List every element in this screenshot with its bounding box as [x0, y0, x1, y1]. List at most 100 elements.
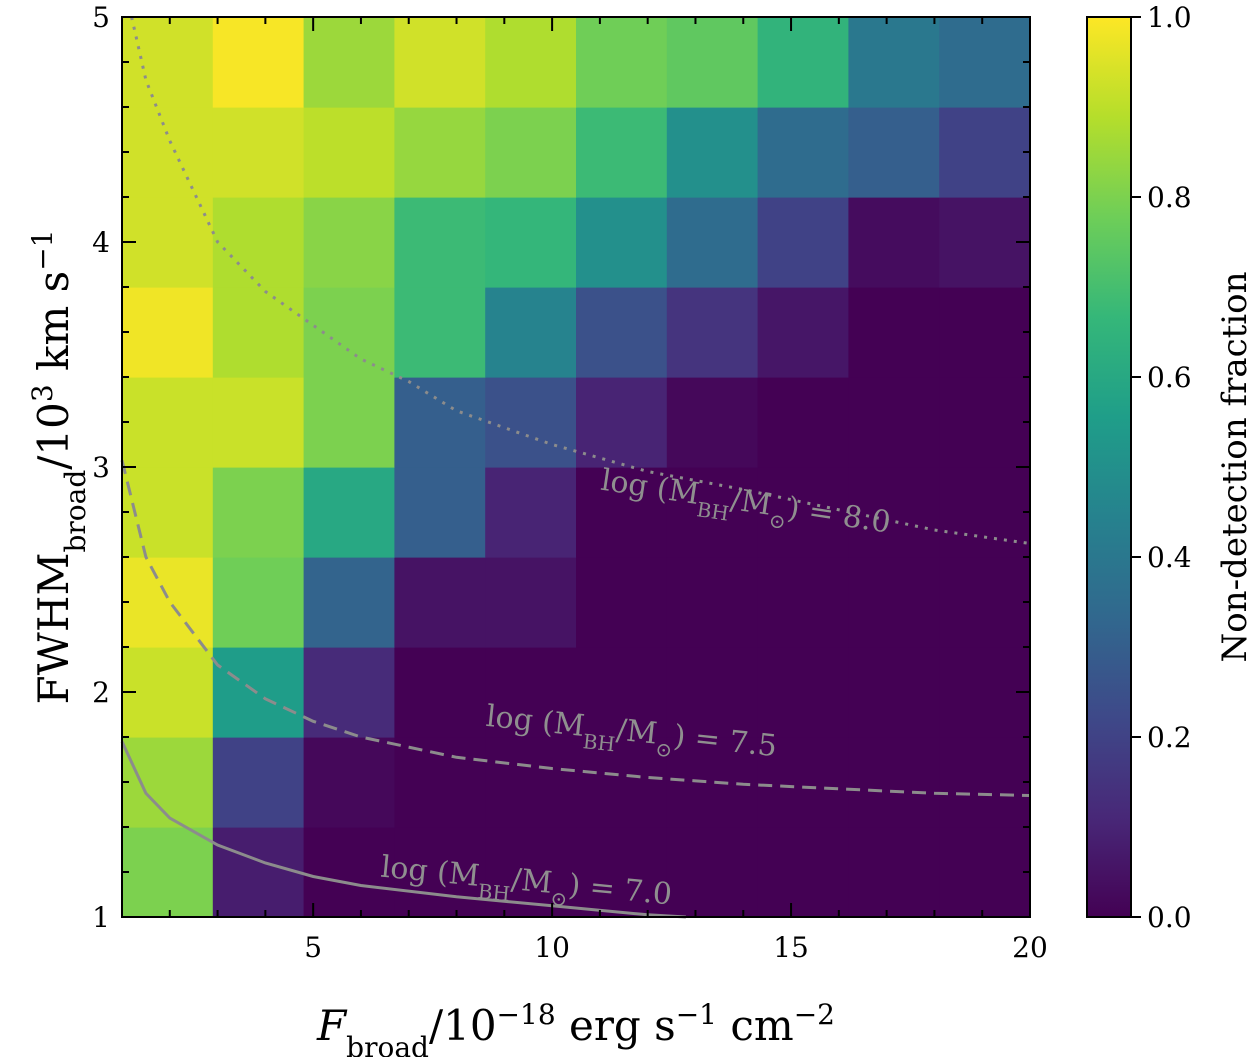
heatmap-cell	[939, 107, 1031, 198]
heatmap-cell	[939, 827, 1031, 918]
heatmap-cell	[848, 467, 940, 558]
heatmap-cell	[122, 377, 214, 468]
heatmap-cell	[122, 197, 214, 288]
y-tick-label: 2	[92, 676, 110, 709]
heatmap-cell	[212, 377, 305, 468]
heatmap-cell	[303, 737, 395, 828]
heatmap-cell	[666, 827, 759, 918]
heatmap-cell	[757, 647, 849, 738]
heatmap-cell	[757, 467, 849, 558]
heatmap-cell	[394, 107, 486, 198]
x-axis-label: Fbroad/10−18 erg s−1 cm−2	[316, 998, 835, 1057]
heatmap-cell	[848, 17, 940, 108]
heatmap-cell	[939, 557, 1031, 648]
heatmap-cell	[122, 557, 214, 648]
heatmap-cell	[485, 647, 577, 738]
heatmap-cell	[485, 287, 577, 378]
heatmap-cell	[666, 647, 759, 738]
colorbar-tick-label: 1.0	[1147, 1, 1192, 34]
heatmap-cell	[848, 287, 940, 378]
heatmap-cell	[122, 647, 214, 738]
heatmap-cell	[757, 17, 849, 108]
heatmap-cell	[939, 287, 1031, 378]
heatmap-cell	[666, 377, 759, 468]
axis-ticks	[122, 16, 1031, 917]
heatmap-cell	[666, 737, 759, 828]
y-axis-label: FWHMbroad/103 km s−1	[26, 230, 92, 705]
heatmap-cell	[848, 827, 940, 918]
heatmap-cell	[303, 647, 395, 738]
heatmap-cell	[485, 377, 577, 468]
heatmap-cell	[757, 737, 849, 828]
colorbar-label: Non-detection fraction	[1215, 271, 1255, 662]
y-tick-label: 4	[92, 226, 110, 259]
heatmap-cell	[939, 467, 1031, 558]
heatmap-cell	[939, 197, 1031, 288]
heatmap-cell	[394, 17, 486, 108]
heatmap-cell	[485, 197, 577, 288]
heatmap-cell	[576, 647, 668, 738]
heatmap-cell	[303, 377, 395, 468]
heatmap-cell	[848, 647, 940, 738]
heatmap-cell	[212, 647, 305, 738]
heatmap-cell	[485, 737, 577, 828]
heatmap-cell	[394, 287, 486, 378]
heatmap-cell	[848, 737, 940, 828]
heatmap-cell	[848, 197, 940, 288]
heatmap-cell	[303, 107, 395, 198]
x-tick-label: 15	[773, 931, 809, 964]
curve-dotted	[130, 16, 1031, 545]
heatmap-cells	[122, 17, 1031, 918]
heatmap-cell	[122, 827, 214, 918]
heatmap-cell	[666, 557, 759, 648]
colorbar-ticks: 0.0 0.2 0.4 0.6 0.8 1.0	[1131, 1, 1192, 934]
colorbar-tick-label: 0.2	[1147, 721, 1192, 754]
heatmap-cell	[848, 107, 940, 198]
x-tick-label: 10	[534, 931, 570, 964]
heatmap-cell	[212, 827, 305, 918]
heatmap-cell	[212, 557, 305, 648]
heatmap-cell	[576, 107, 668, 198]
heatmap-cell	[757, 557, 849, 648]
curve-solid	[120, 740, 686, 919]
heatmap-cell	[394, 827, 486, 918]
heatmap-cell	[394, 467, 486, 558]
heatmap-cell	[576, 287, 668, 378]
heatmap-cell	[485, 557, 577, 648]
heatmap-cell	[212, 467, 305, 558]
y-tick-label: 1	[92, 901, 110, 934]
heatmap-cell	[212, 107, 305, 198]
colorbar-tick-label: 0.6	[1147, 361, 1192, 394]
heatmap-cell	[576, 827, 668, 918]
heatmap-cell	[757, 827, 849, 918]
heatmap-cell	[485, 467, 577, 558]
heatmap-cell	[757, 197, 849, 288]
colorbar-tick-label: 0.0	[1147, 901, 1192, 934]
heatmap-cell	[576, 467, 668, 558]
heatmap-cell	[394, 647, 486, 738]
heatmap-cell	[576, 737, 668, 828]
heatmap-cell	[666, 17, 759, 108]
heatmap-cell	[939, 17, 1031, 108]
colorbar-tick-label: 0.8	[1147, 181, 1192, 214]
heatmap-cell	[485, 107, 577, 198]
heatmap-cell	[394, 197, 486, 288]
heatmap-cell	[212, 287, 305, 378]
heatmap-cell	[303, 197, 395, 288]
mass-contour-curves	[120, 16, 1031, 919]
heatmap-cell	[394, 737, 486, 828]
heatmap-cell	[757, 107, 849, 198]
x-tick-label: 20	[1012, 931, 1048, 964]
heatmap-cell	[757, 377, 849, 468]
heatmap-cell	[666, 107, 759, 198]
heatmap-cell	[939, 737, 1031, 828]
heatmap-cell	[848, 377, 940, 468]
heatmap-cell	[666, 467, 759, 558]
heatmap-cell	[666, 287, 759, 378]
colorbar	[1086, 16, 1132, 918]
colorbar-tick-label: 0.4	[1147, 541, 1192, 574]
heatmap-cell	[576, 197, 668, 288]
axis-tick-labels: 5 10 15 20 1 2 3 4 5	[92, 1, 1048, 964]
heatmap-cell	[212, 17, 305, 108]
